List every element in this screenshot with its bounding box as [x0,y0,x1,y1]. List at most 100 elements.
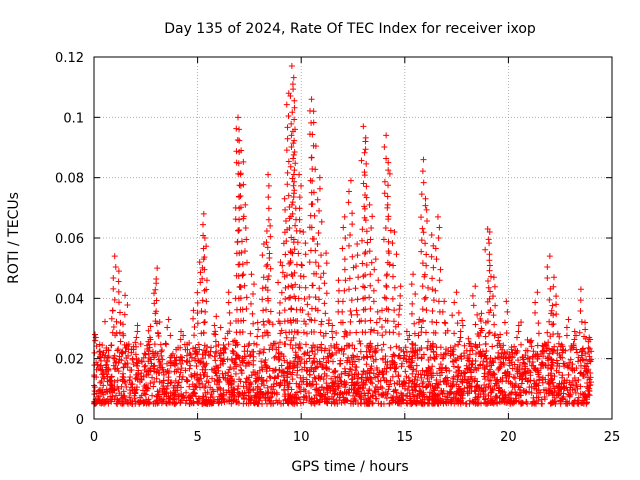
data-point [264,244,271,251]
data-point [133,362,140,369]
data-point [288,63,295,70]
data-point [128,349,135,356]
data-point [581,333,588,340]
data-point [224,330,231,337]
data-point [430,242,437,249]
data-point [264,287,271,294]
data-point [292,349,299,356]
data-point [453,289,460,296]
data-point [131,392,138,399]
data-point [568,342,575,349]
data-point [581,396,588,403]
data-point [364,354,371,361]
data-point [548,356,555,363]
data-point [200,393,207,400]
data-point [267,265,274,272]
data-point [358,374,365,381]
data-point [360,123,367,130]
data-point [341,256,348,263]
data-point [574,385,581,392]
data-point [277,339,284,346]
data-point [129,387,136,394]
data-point [161,386,168,393]
data-point [470,302,477,309]
data-point [98,357,105,364]
data-point [160,377,167,384]
data-point [316,185,323,192]
data-point [532,352,539,359]
data-point [545,372,552,379]
data-point [116,353,123,360]
data-point [289,199,296,206]
data-point [191,332,198,339]
data-point [390,329,397,336]
data-point [259,391,266,398]
data-point [579,390,586,397]
data-point [259,296,266,303]
data-point [582,392,589,399]
data-point [158,348,165,355]
data-point [492,331,499,338]
data-point [381,294,388,301]
data-point [290,155,297,162]
data-point [232,361,239,368]
data-point [277,259,284,266]
data-point [569,377,576,384]
data-point [332,368,339,375]
grid-lines [94,57,612,419]
data-point [482,395,489,402]
data-points [91,63,595,407]
data-point [138,358,145,365]
data-point [192,355,199,362]
data-point [233,125,240,132]
data-point [492,394,499,401]
data-point [272,374,279,381]
data-point [467,347,474,354]
data-point [120,330,127,337]
data-point [577,286,584,293]
data-point [369,213,376,220]
data-point [334,374,341,381]
data-point [392,361,399,368]
data-point [102,362,109,369]
data-point [486,329,493,336]
data-point [156,378,163,385]
data-point [243,385,250,392]
data-point [521,369,528,376]
data-point [487,273,494,280]
data-point [545,387,552,394]
data-point [374,342,381,349]
data-point [437,361,444,368]
data-point [164,324,171,331]
data-point [486,295,493,302]
data-point [353,263,360,270]
data-point [554,363,561,370]
data-point [238,147,245,154]
data-point [341,287,348,294]
data-point [133,355,140,362]
data-point [360,180,367,187]
data-point [527,369,534,376]
data-point [386,170,393,177]
data-point [241,395,248,402]
data-point [366,386,373,393]
data-point [503,399,510,406]
data-point [237,182,244,189]
data-point [308,224,315,231]
data-point [225,341,232,348]
data-point [100,382,107,389]
data-point [270,400,277,407]
data-point [446,367,453,374]
data-point [296,216,303,223]
data-point [269,390,276,397]
data-point [409,300,416,307]
data-point [233,250,240,257]
data-point [247,386,254,393]
data-point [385,250,392,257]
data-point [429,372,436,379]
data-point [528,389,535,396]
data-point [117,309,124,316]
data-point [137,373,144,380]
data-point [442,350,449,357]
data-point [237,192,244,199]
